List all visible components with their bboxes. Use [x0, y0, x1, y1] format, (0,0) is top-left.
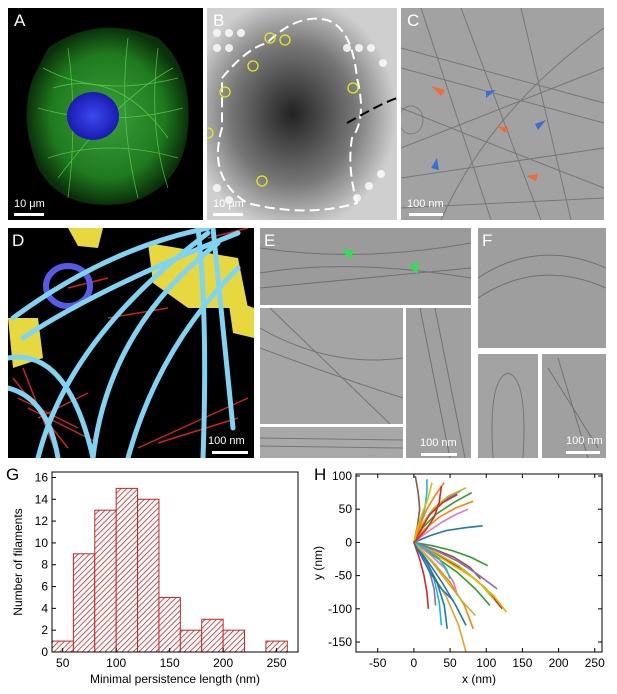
filament-trace — [413, 541, 467, 653]
filament-traces-plot: -50 0 50 100 150 200 250 100 50 0 -50 -100 -150 x (n… — [311, 469, 605, 686]
filament-trace — [413, 541, 467, 626]
scale-bar — [421, 453, 457, 456]
panel-h-filament-traces: -50 0 50 100 150 200 250 100 50 0 -50 -100 -150 x (n… — [308, 462, 617, 694]
scale-bar — [212, 451, 248, 454]
x-tick-label: 100 — [106, 656, 126, 670]
filament-trace — [413, 541, 459, 596]
panel-f-micrographs: F 100 nm — [478, 228, 606, 458]
filament-trace — [413, 508, 469, 544]
scale-bar — [409, 213, 443, 216]
y-tick-label: 14 — [35, 492, 49, 506]
x-tick-label: 50 — [443, 656, 457, 670]
y-tick-label: 100 — [332, 469, 352, 483]
y-tick-label: -150 — [328, 635, 352, 649]
y-tick-label: -50 — [335, 569, 353, 583]
histogram-bar — [179, 629, 203, 653]
x-tick-label: 150 — [160, 656, 180, 670]
panel-label: D — [12, 231, 25, 250]
grid-square-illustration — [207, 8, 397, 220]
filament-trace — [413, 493, 458, 543]
y-tick-label: 4 — [41, 601, 48, 615]
panel-label: E — [264, 231, 276, 250]
scale-bar-label: 100 nm — [407, 198, 444, 210]
x-tick-label: 200 — [213, 656, 233, 670]
panel-label: C — [407, 11, 420, 30]
x-tick-label: 50 — [56, 656, 70, 670]
filament-micrograph-illustration — [401, 8, 604, 220]
y-tick-label: 50 — [339, 502, 353, 516]
x-tick-label: 150 — [512, 656, 532, 670]
x-axis-label: x (nm) — [462, 672, 496, 686]
panel-label: H — [314, 465, 327, 484]
y-axis-label: Number of filaments — [11, 508, 25, 615]
persistence-length-histogram: 50 100 150 200 250 0 2 4 6 8 10 12 14 16 Minimal pers… — [11, 470, 299, 686]
histogram-bar — [137, 498, 160, 653]
filament-trace — [413, 487, 467, 543]
filament-trace — [413, 541, 491, 607]
plot-frame — [51, 471, 299, 653]
y-tick-label: 6 — [41, 580, 48, 594]
scale-bar-label: 100 nm — [420, 437, 457, 449]
x-tick-label: 0 — [411, 656, 418, 670]
y-tick-label: -100 — [328, 602, 352, 616]
panel-d-segmentation: D 100 nm — [8, 228, 254, 458]
histogram-bar — [201, 618, 224, 653]
x-axis-label: Minimal persistence length (nm) — [90, 672, 260, 686]
panel-e-micrographs: E 100 nm — [260, 228, 471, 458]
filament-trace — [413, 541, 489, 567]
panel-b-grid-image: B 10 μm — [207, 8, 397, 220]
panel-label: G — [6, 465, 20, 484]
panel-a-fluorescence-image: A 10 μm — [8, 8, 203, 220]
y-tick-label: 8 — [41, 558, 48, 572]
y-axis-label: y (nm) — [311, 546, 325, 580]
y-tick-label: 2 — [41, 623, 48, 637]
x-tick-label: 200 — [549, 656, 569, 670]
x-tick-label: -50 — [369, 656, 387, 670]
panel-label: F — [482, 231, 493, 250]
filament-trace — [413, 542, 455, 602]
filament-trace — [413, 482, 445, 543]
filament-trace — [413, 541, 451, 580]
bent-filament-micrographs-illustration — [478, 228, 606, 458]
scale-bar-label: 10 μm — [213, 198, 244, 210]
histogram-bar — [158, 596, 181, 653]
filament-trace — [413, 482, 433, 543]
filament-trace — [413, 541, 476, 617]
histogram-bar — [115, 487, 139, 653]
filament-trace — [413, 500, 474, 543]
filament-trace — [413, 542, 430, 609]
scale-bar-label: 100 nm — [566, 435, 603, 447]
x-tick-label: 250 — [585, 656, 605, 670]
plot-frame — [355, 473, 603, 653]
y-tick-label: 10 — [35, 536, 49, 550]
tomogram-segmentation-illustration — [8, 228, 254, 458]
panel-g-histogram: 50 100 150 200 250 0 2 4 6 8 10 12 14 16 Minimal pers… — [0, 462, 306, 694]
histogram-bar — [222, 629, 246, 653]
panel-c-cryo-em-image: C 100 nm — [401, 8, 604, 220]
scale-bar-label: 10 μm — [14, 198, 45, 210]
scale-bar — [566, 451, 600, 454]
histogram-bar — [94, 509, 117, 653]
histogram-bar — [72, 553, 96, 653]
scale-bar — [213, 213, 243, 216]
x-tick-label: 250 — [267, 656, 287, 670]
y-tick-label: 0 — [345, 535, 352, 549]
y-tick-label: 12 — [35, 514, 49, 528]
filament-trace — [413, 525, 483, 544]
y-tick-label: 16 — [35, 470, 49, 484]
filament-trace — [413, 541, 498, 590]
filament-trace — [413, 485, 443, 543]
panel-label: A — [14, 11, 26, 30]
panel-label: B — [213, 11, 225, 30]
scale-bar — [14, 213, 44, 216]
cell-fluorescence-illustration — [26, 27, 189, 205]
x-tick-label: 100 — [476, 656, 496, 670]
y-tick-label: 0 — [41, 645, 48, 659]
filament-micrographs-illustration — [260, 228, 471, 458]
scale-bar-label: 100 nm — [208, 435, 245, 447]
